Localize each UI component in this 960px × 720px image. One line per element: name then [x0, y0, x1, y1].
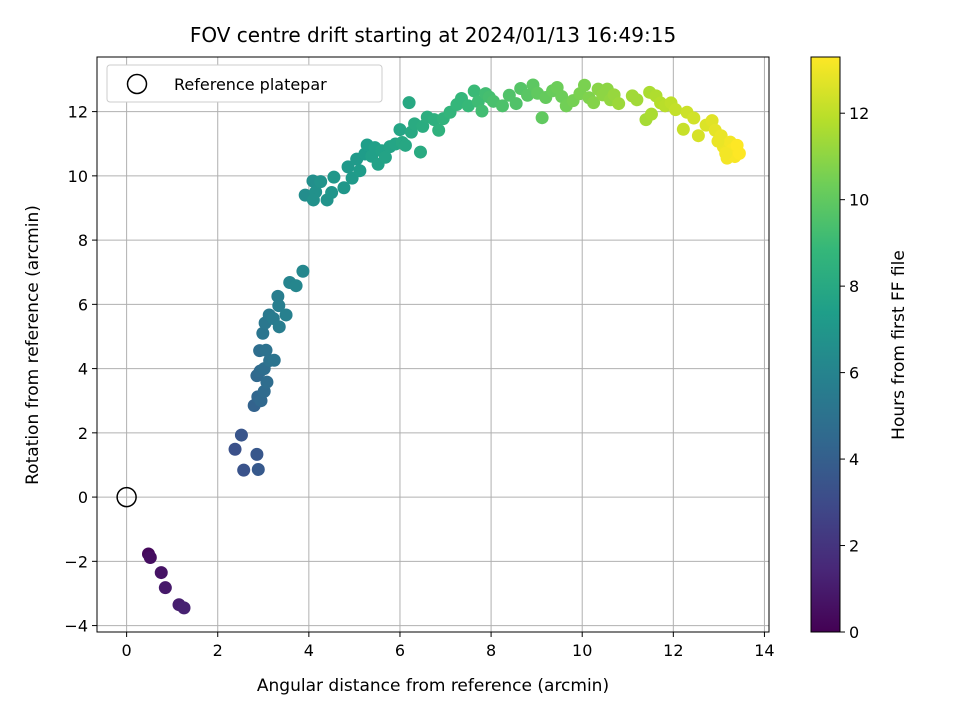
x-tick-label: 10 — [572, 641, 592, 660]
colorbar-tick-label: 8 — [849, 277, 859, 296]
grid-lines — [97, 57, 769, 632]
data-point — [296, 264, 310, 278]
data-point — [612, 97, 626, 111]
x-tick-label: 8 — [486, 641, 496, 660]
colorbar-tick-label: 6 — [849, 364, 859, 383]
data-point — [461, 99, 475, 113]
data-point — [271, 289, 285, 303]
x-tick-label: 6 — [395, 641, 405, 660]
data-point — [177, 601, 191, 615]
colorbar-gradient — [810, 56, 841, 633]
y-tick-label: −4 — [64, 617, 88, 636]
data-point — [143, 550, 157, 564]
data-point — [732, 146, 746, 160]
y-tick-label: −2 — [64, 552, 88, 571]
data-point — [669, 103, 683, 117]
legend: Reference platepar — [106, 64, 383, 103]
x-axis-label: Angular distance from reference (arcmin) — [257, 676, 609, 696]
data-point — [337, 181, 351, 195]
data-point — [306, 193, 320, 207]
x-tick-label: 0 — [122, 641, 132, 660]
y-tick-label: 6 — [78, 295, 88, 314]
y-tick-label: 4 — [78, 360, 88, 379]
chart-title: FOV centre drift starting at 2024/01/13 … — [190, 23, 676, 47]
data-point — [495, 99, 509, 113]
y-tick-label: 12 — [68, 103, 88, 122]
x-tick-label: 4 — [304, 641, 314, 660]
colorbar-ticks: 0 2 4 6 8 10 12 — [840, 104, 869, 642]
data-point — [378, 150, 392, 164]
data-point — [393, 123, 407, 137]
data-point — [341, 160, 355, 174]
data-point — [259, 343, 273, 357]
colorbar-tick-label: 4 — [849, 450, 859, 469]
x-tick-label: 14 — [754, 641, 774, 660]
data-point — [289, 279, 303, 293]
data-point — [314, 175, 328, 189]
colorbar: 0 2 4 6 8 10 12 Hours from first FF file — [810, 56, 909, 642]
y-tick-label: 0 — [78, 488, 88, 507]
data-point — [398, 138, 412, 152]
data-point — [432, 123, 446, 137]
colorbar-tick-label: 2 — [849, 537, 859, 556]
data-point — [467, 84, 481, 98]
data-point — [719, 146, 733, 160]
colorbar-label: Hours from first FF file — [889, 250, 909, 440]
data-point — [237, 463, 251, 477]
data-point — [630, 93, 644, 107]
colorbar-tick-label: 12 — [849, 104, 869, 123]
data-point — [250, 447, 264, 461]
data-point — [251, 462, 265, 476]
legend-marker-reference — [126, 73, 148, 95]
colorbar-tick-label: 0 — [849, 623, 859, 642]
data-point — [691, 129, 705, 143]
data-point — [256, 326, 270, 340]
data-point — [587, 96, 601, 110]
data-point — [272, 299, 286, 313]
data-point — [509, 97, 523, 111]
data-point — [711, 134, 725, 148]
data-point — [327, 170, 341, 184]
data-point — [325, 186, 339, 200]
data-point — [279, 308, 293, 322]
scatter-points — [116, 78, 746, 615]
data-point — [260, 375, 274, 389]
data-point — [644, 107, 658, 121]
legend-box — [106, 64, 383, 103]
data-point — [687, 111, 701, 125]
data-point — [228, 442, 242, 456]
y-tick-label: 8 — [78, 231, 88, 250]
data-point — [158, 581, 172, 595]
x-tick-label: 12 — [663, 641, 683, 660]
data-point — [676, 122, 690, 136]
colorbar-tick-label: 10 — [849, 191, 869, 210]
data-point — [234, 428, 248, 442]
data-point — [413, 145, 427, 159]
data-point — [535, 111, 549, 125]
legend-label-reference: Reference platepar — [174, 75, 327, 94]
data-point — [267, 353, 281, 367]
data-point — [353, 164, 367, 178]
data-point — [272, 320, 286, 334]
reference-point-marker — [116, 486, 137, 508]
data-point — [154, 566, 168, 580]
plot-area — [96, 56, 770, 633]
data-point — [577, 78, 591, 92]
x-tick-label: 2 — [213, 641, 223, 660]
y-axis-label: Rotation from reference (arcmin) — [23, 205, 43, 485]
data-point — [402, 96, 416, 110]
data-point — [521, 88, 535, 102]
y-tick-label: 2 — [78, 424, 88, 443]
data-point — [475, 104, 489, 118]
y-tick-label: 10 — [68, 167, 88, 186]
axis-ticks: 0 2 4 6 8 10 12 14 −4 −2 0 2 4 6 8 10 12 — [64, 103, 774, 660]
